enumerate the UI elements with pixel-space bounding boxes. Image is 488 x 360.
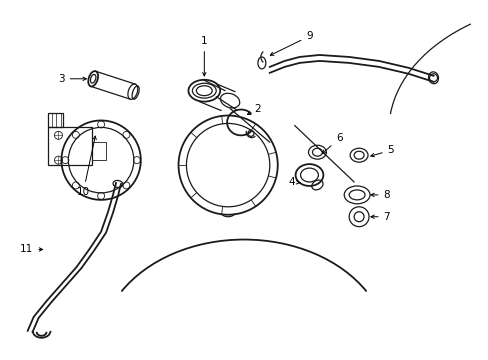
Text: 7: 7 [370,212,389,222]
Text: 2: 2 [247,104,261,114]
Text: 8: 8 [370,190,389,200]
Bar [47,127,92,165]
Text: 4: 4 [288,177,300,187]
Text: 11: 11 [20,244,42,255]
Text: 10: 10 [77,136,96,197]
Text: 5: 5 [370,145,393,157]
Bar [92,142,106,160]
Text: 3: 3 [58,74,86,84]
Text: 9: 9 [270,31,312,55]
Text: 6: 6 [322,133,342,154]
Text: 1: 1 [201,36,207,76]
